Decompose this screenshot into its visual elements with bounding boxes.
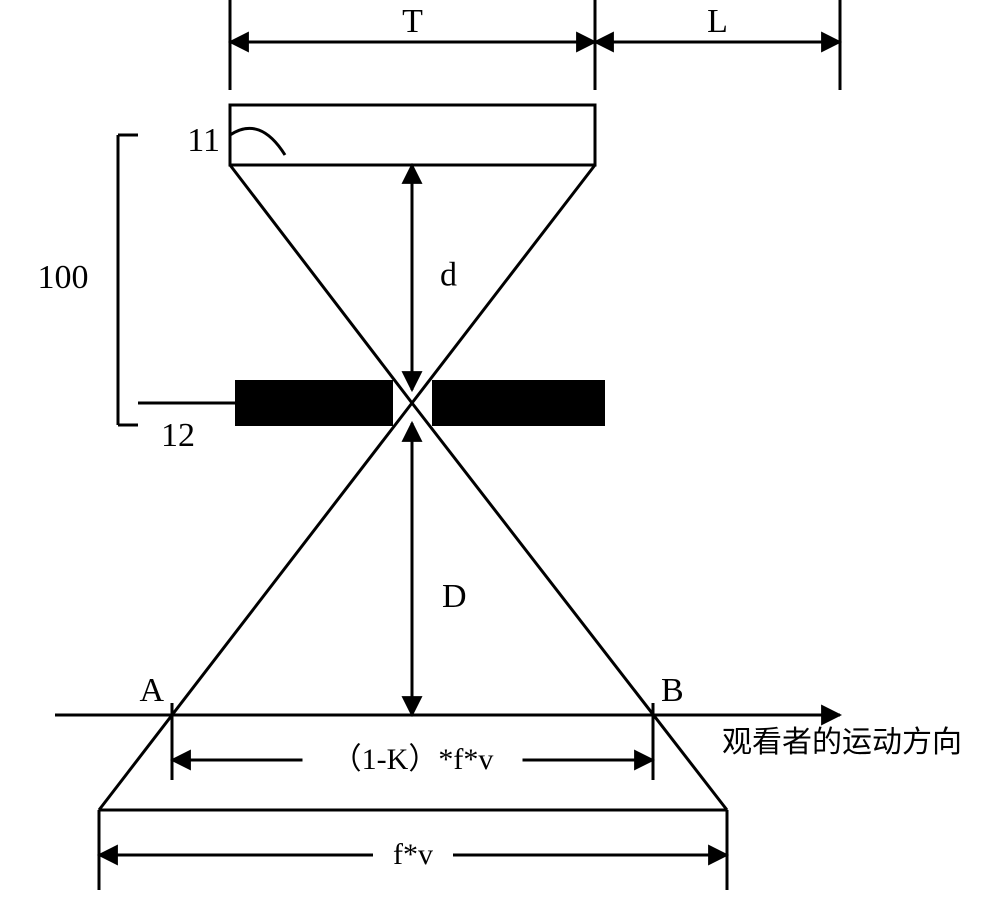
label-100: 100 <box>38 259 89 296</box>
label-12: 12 <box>161 417 195 454</box>
part-12-left <box>235 380 393 426</box>
part-11-rect <box>230 105 595 165</box>
lead-11 <box>230 128 285 155</box>
label-d: d <box>440 256 457 293</box>
label-L: L <box>707 3 728 40</box>
label-axis-caption: 观看者的运动方向 <box>722 726 962 759</box>
label-fv: f*v <box>393 838 433 871</box>
label-T: T <box>402 3 423 40</box>
label-A: A <box>139 672 164 709</box>
label-11: 11 <box>187 122 220 159</box>
upper-tri-left <box>230 165 412 403</box>
label-B: B <box>661 672 684 709</box>
part-12-right <box>432 380 605 426</box>
label-D: D <box>442 578 467 615</box>
label-mid: （1-K）*f*v <box>332 743 494 776</box>
